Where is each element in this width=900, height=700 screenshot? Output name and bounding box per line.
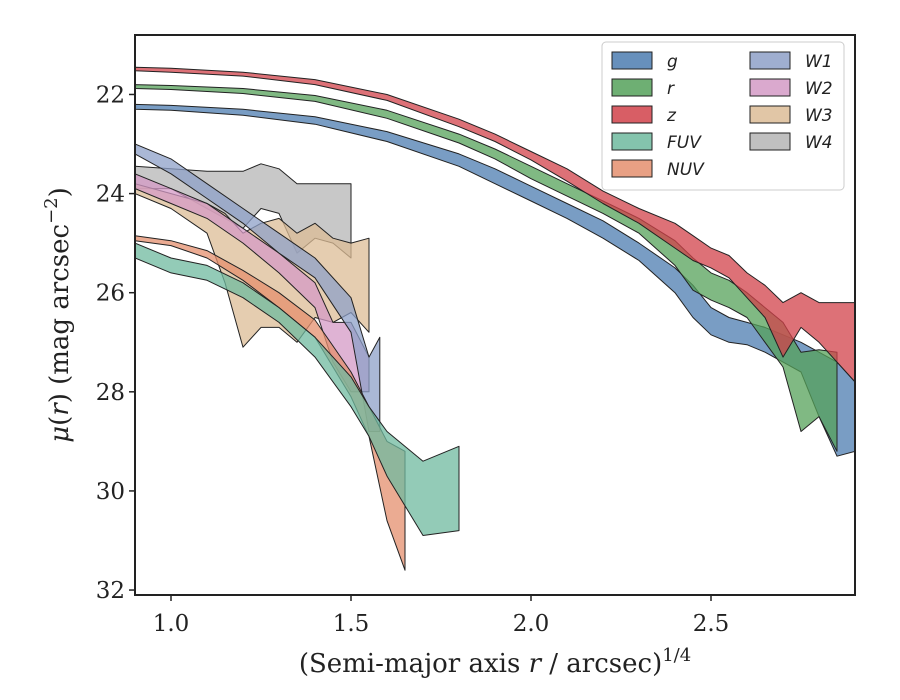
legend-label-g: g [667,52,678,72]
plot-area [135,66,855,571]
y-tick-label: 30 [96,479,125,505]
y-axis: 22 24 26 28 30 32 [96,82,135,604]
legend-label-w2: W2 [805,79,833,99]
y-tick-label: 32 [96,578,125,604]
y-title-exponent: −2 [41,197,62,224]
legend-label-r: r [667,79,675,99]
y-tick-label: 24 [96,182,125,208]
y-axis-title: μ(r) (mag arcsec−2) [41,187,75,443]
y-tick-label: 22 [96,82,125,108]
y-title-units: ) (mag arcsec [45,224,75,403]
legend-swatch-z [611,105,653,124]
x-tick-label: 2.5 [693,611,730,637]
plot-frame [134,34,856,596]
y-tick-label: 26 [96,281,125,307]
x-title-var: r [529,649,543,679]
area-z [135,66,855,383]
legend-label-z: z [666,106,677,126]
x-tick-label: 2.0 [513,611,550,637]
x-tick-label: 1.5 [333,611,370,637]
y-title-mu: μ [45,426,75,443]
y-title-paren1: ( [45,416,75,426]
legend-swatch-w1 [749,51,791,70]
legend-label-fuv: FUV [667,133,702,153]
legend-label-w4: W4 [805,133,833,153]
legend-swatch-g [611,51,653,70]
area-r [135,84,838,452]
x-title-exponent: 1/4 [662,645,691,666]
legend-swatch-w2 [749,78,791,97]
legend-swatch-r [611,78,653,97]
legend-swatch-nuv [611,159,653,178]
area-fuv [135,242,460,536]
legend-label-w3: W3 [805,106,833,126]
x-axis-title: (Semi-major axis r / arcsec)1/4 [299,645,691,679]
legend-swatch-w3 [749,105,791,124]
legend-swatch-fuv [611,132,653,151]
legend-label-nuv: NUV [667,160,705,180]
y-title-r: r [45,402,75,416]
x-tick-label: 1.0 [153,611,190,637]
area-g [135,103,855,457]
y-tick-label: 28 [96,380,125,406]
x-axis: 1.0 1.5 2.0 2.5 [153,595,730,637]
x-title-part2: / arcsec) [541,649,662,679]
y-title-close: ) [45,187,75,197]
x-title-part1: (Semi-major axis [299,649,529,679]
legend: grz FUV NUV W1 W2 W3 W4 [601,41,845,191]
legend-label-w1: W1 [805,52,833,72]
area-nuv [135,235,406,571]
legend-swatch-w4 [749,132,791,151]
